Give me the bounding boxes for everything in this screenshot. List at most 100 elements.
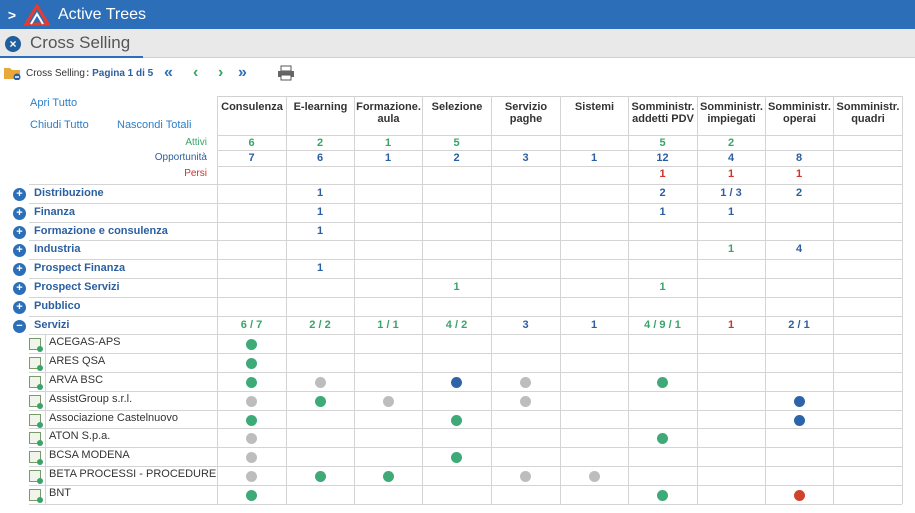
expand-group-icon[interactable]: + [13, 206, 26, 220]
group-label-servizi[interactable]: Servizi [34, 318, 70, 331]
hide-totals-link[interactable]: Nascondi Totali [117, 119, 192, 131]
status-dot[interactable] [246, 452, 257, 464]
column-line [491, 96, 492, 504]
status-dot[interactable] [520, 377, 531, 388]
total-persi-7: 1 [659, 168, 666, 180]
column-header-4[interactable]: Selezione [422, 96, 491, 136]
expand-group-icon[interactable]: + [13, 225, 26, 239]
status-dot[interactable] [246, 414, 257, 426]
group-value: 1 [659, 205, 666, 218]
status-dot[interactable] [657, 489, 668, 501]
row-line [29, 278, 902, 279]
total-attivi-3: 1 [384, 137, 392, 149]
client-name[interactable]: ACEGAS-APS [49, 336, 121, 349]
expand-menu-icon[interactable]: > [7, 6, 17, 23]
column-line [354, 96, 355, 504]
expand-all-link[interactable]: Apri Tutto [30, 97, 78, 109]
row-line [29, 334, 902, 336]
group-label[interactable]: Industria [34, 243, 81, 256]
column-header-1[interactable]: Consulenza [217, 96, 286, 136]
close-icon[interactable]: × [5, 36, 21, 52]
client-name[interactable]: Associazione Castelnuovo [49, 411, 179, 424]
total-attivi-8: 2 [727, 137, 735, 149]
page-title: Cross Selling [30, 33, 131, 52]
servizi-value: 2 / 2 [309, 318, 331, 331]
total-opportunita-4: 2 [453, 152, 460, 164]
status-dot[interactable] [246, 377, 257, 388]
column-header-3[interactable]: Formazione. aula [354, 96, 422, 136]
column-header-6[interactable]: Sistemi [560, 96, 628, 136]
client-name[interactable]: ARES QSA [49, 355, 106, 368]
client-name[interactable]: BNT [49, 486, 71, 499]
status-dot[interactable] [246, 339, 257, 351]
status-dot[interactable] [520, 395, 531, 407]
status-dot[interactable] [246, 395, 257, 407]
group-label[interactable]: Distribuzione [34, 187, 104, 199]
expand-group-icon[interactable]: + [13, 263, 26, 277]
status-dot[interactable] [793, 489, 805, 501]
client-name[interactable]: BETA PROCESSI - PROCEDURE [49, 468, 217, 480]
total-opportunita-3: 1 [384, 152, 392, 164]
total-opportunita-2: 6 [316, 152, 324, 164]
status-dot[interactable] [246, 471, 257, 482]
status-label-persi: Persi [184, 168, 207, 179]
status-dot[interactable] [246, 433, 257, 445]
status-dot[interactable] [451, 452, 462, 464]
column-header-10[interactable]: Somministr. quadri [833, 96, 902, 136]
column-header-2[interactable]: E-learning [286, 96, 354, 136]
status-dot[interactable] [314, 377, 326, 388]
client-icon [29, 432, 43, 447]
column-header-8[interactable]: Somministr. impiegati [697, 96, 765, 136]
client-name[interactable]: BCSA MODENA [49, 449, 130, 462]
row-line [29, 240, 902, 242]
client-name[interactable]: AssistGroup s.r.l. [49, 392, 133, 405]
folder-icon[interactable] [3, 58, 21, 88]
group-label[interactable]: Pubblico [34, 299, 81, 312]
row-line [29, 428, 902, 430]
servizi-value: 3 [522, 318, 529, 331]
total-persi-8: 1 [727, 168, 735, 180]
group-label[interactable]: Finanza [34, 205, 75, 218]
collapse-group-icon[interactable]: − [13, 319, 26, 333]
status-dot[interactable] [382, 395, 394, 407]
collapse-all-link[interactable]: Chiudi Tutto [30, 119, 89, 131]
column-header-9[interactable]: Somministr. operai [765, 96, 833, 136]
expand-group-icon[interactable]: + [13, 282, 26, 295]
group-label[interactable]: Prospect Servizi [34, 281, 120, 293]
status-dot[interactable] [246, 358, 257, 370]
print-icon[interactable] [277, 58, 295, 88]
column-header-5[interactable]: Servizio paghe [491, 96, 560, 136]
status-dot[interactable] [588, 471, 600, 482]
status-dot[interactable] [382, 471, 394, 482]
status-dot[interactable] [657, 377, 668, 388]
first-page-button[interactable]: « [164, 64, 173, 81]
app-title: Active Trees [58, 5, 147, 23]
status-dot[interactable] [246, 489, 257, 501]
status-dot[interactable] [451, 377, 462, 388]
column-line [628, 96, 629, 504]
status-dot[interactable] [314, 471, 326, 482]
row-line [29, 259, 902, 261]
group-label[interactable]: Formazione e consulenza [34, 224, 168, 237]
prev-page-button[interactable]: ‹ [193, 64, 199, 81]
status-dot[interactable] [520, 471, 531, 482]
group-value: 1 [659, 281, 666, 293]
row-line [29, 372, 902, 373]
group-value: 1 [453, 281, 460, 293]
client-name[interactable]: ATON S.p.a. [49, 430, 111, 443]
expand-group-icon[interactable]: + [13, 244, 26, 258]
status-dot[interactable] [657, 433, 668, 445]
expand-group-icon[interactable]: + [13, 188, 26, 201]
label-column-line [45, 334, 46, 504]
client-name[interactable]: ARVA BSC [49, 374, 104, 386]
expand-group-icon[interactable]: + [13, 300, 26, 314]
status-dot[interactable] [451, 414, 462, 426]
group-label[interactable]: Prospect Finanza [34, 262, 126, 275]
next-page-button[interactable]: › [218, 64, 224, 81]
column-header-7[interactable]: Somministr. addetti PDV [628, 96, 697, 136]
status-dot[interactable] [314, 395, 326, 407]
status-dot[interactable] [793, 395, 805, 407]
last-page-button[interactable]: » [238, 64, 247, 81]
status-dot[interactable] [793, 414, 805, 426]
group-value: 1 [316, 205, 324, 218]
